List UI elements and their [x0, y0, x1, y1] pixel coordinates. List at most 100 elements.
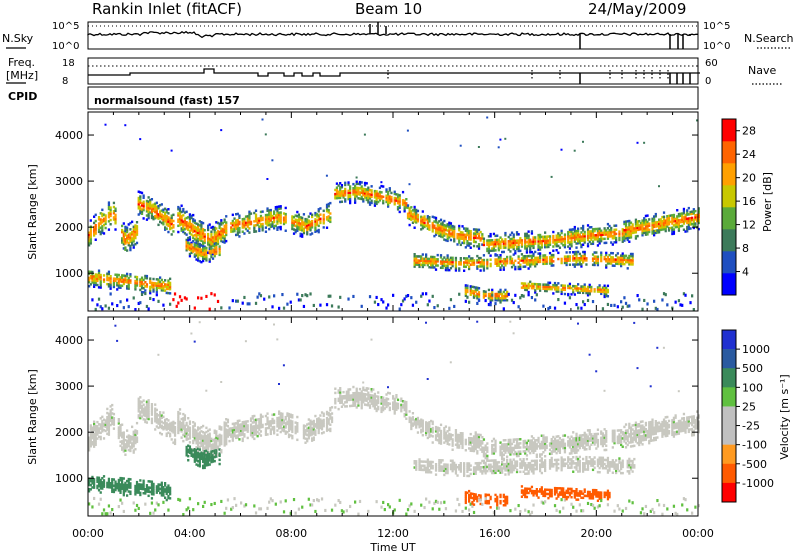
scatter-cell	[502, 246, 505, 249]
scatter-cell	[646, 224, 649, 228]
scatter-cell	[109, 405, 112, 408]
scatter-cell	[154, 413, 157, 417]
scatter-cell	[514, 243, 517, 247]
scatter-cell	[601, 290, 605, 294]
scatter-cell	[164, 418, 167, 422]
scatter-cell	[122, 450, 125, 453]
scatter-cell	[340, 192, 344, 195]
scatter-cell	[489, 232, 492, 236]
scatter-cell	[135, 227, 139, 230]
scatter-cell	[93, 281, 96, 284]
scatter-cell	[456, 243, 459, 246]
scatter-cell	[309, 212, 312, 215]
scatter-cell	[284, 417, 287, 421]
scatter-cell	[468, 242, 471, 245]
scatter-cell	[273, 323, 275, 326]
scatter-cell	[502, 258, 505, 261]
scatter-cell	[278, 306, 281, 310]
scatter-cell	[93, 439, 96, 442]
scatter-cell	[434, 260, 438, 263]
scatter-cell	[653, 233, 656, 237]
scatter-cell	[512, 241, 515, 245]
scatter-cell	[317, 228, 320, 232]
scatter-cell	[439, 260, 443, 263]
scatter-cell	[438, 234, 441, 238]
scatter-cell	[292, 222, 296, 225]
scatter-cell	[378, 197, 382, 200]
scatter-cell	[588, 232, 591, 235]
scatter-cell	[145, 486, 149, 489]
scatter-cell	[236, 299, 239, 303]
scatter-cell	[572, 234, 575, 237]
scatter-cell	[223, 444, 226, 447]
scatter-cell	[596, 240, 600, 243]
scatter-cell	[448, 236, 451, 239]
scatter-cell	[88, 477, 91, 480]
scatter-cell	[416, 218, 420, 221]
scatter-cell	[643, 223, 646, 226]
scatter-cell	[101, 229, 104, 232]
scatter-cell	[453, 237, 456, 241]
scatter-cell	[294, 427, 297, 431]
scatter-cell	[164, 220, 167, 223]
scatter-cell	[347, 183, 350, 186]
scatter-cell	[339, 188, 342, 191]
scatter-cell	[691, 218, 694, 222]
scatter-cell	[659, 222, 662, 225]
scatter-cell	[203, 456, 206, 459]
scatter-cell	[182, 210, 185, 213]
scatter-cell	[91, 270, 94, 274]
scatter-cell	[208, 252, 211, 255]
scatter-cell	[548, 241, 552, 244]
scatter-cell	[544, 241, 547, 245]
scatter-cell	[183, 418, 187, 421]
scatter-cell	[197, 233, 200, 237]
scatter-cell	[560, 284, 563, 287]
scatter-cell	[520, 282, 524, 285]
scatter-cell	[210, 243, 213, 246]
scatter-cell	[122, 238, 125, 242]
scatter-cell	[582, 233, 585, 236]
scatter-cell	[213, 444, 216, 447]
scatter-cell	[639, 221, 643, 225]
scatter-cell	[430, 255, 433, 259]
scatter-cell	[486, 243, 489, 246]
scatter-cell	[433, 257, 436, 261]
scatter-cell	[122, 236, 125, 240]
scatter-cell	[258, 426, 261, 429]
scatter-cell	[167, 218, 170, 221]
scatter-cell	[512, 233, 515, 236]
scatter-cell	[249, 222, 253, 226]
scatter-cell	[235, 436, 238, 440]
scatter-cell	[238, 235, 241, 238]
scatter-cell	[164, 289, 167, 292]
scatter-cell	[178, 221, 182, 225]
scatter-cell	[629, 236, 633, 239]
scatter-cell	[159, 284, 162, 288]
scatter-cell	[132, 501, 135, 505]
scatter-cell	[598, 237, 601, 241]
scatter-cell	[291, 436, 294, 440]
scatter-cell	[618, 258, 621, 261]
scatter-cell	[443, 219, 446, 223]
scatter-cell	[164, 218, 167, 221]
scatter-cell	[195, 463, 198, 466]
scatter-cell	[368, 295, 372, 299]
scatter-cell	[169, 219, 172, 222]
scatter-cell	[504, 260, 507, 263]
scatter-cell	[613, 224, 616, 227]
scatter-cell	[365, 182, 368, 185]
scatter-cell	[428, 216, 431, 219]
scatter-cell	[297, 298, 301, 302]
scatter-cell	[672, 230, 676, 233]
scatter-cell	[240, 429, 243, 432]
scatter-cell	[137, 416, 140, 419]
scatter-cell	[259, 214, 263, 218]
scatter-cell	[276, 205, 279, 209]
scatter-cell	[583, 285, 586, 288]
scatter-cell	[628, 256, 631, 260]
scatter-cell	[93, 232, 96, 235]
scatter-cell	[140, 204, 144, 207]
scatter-cell	[472, 232, 476, 235]
scatter-cell	[256, 219, 259, 223]
